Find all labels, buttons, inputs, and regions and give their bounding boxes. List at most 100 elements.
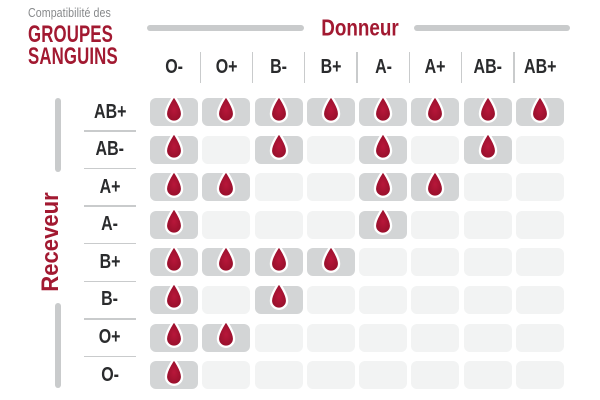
- cell-B+-from-A-: [359, 248, 408, 277]
- blood-drop-icon: [164, 131, 184, 160]
- donor-header-O-: O-: [150, 50, 201, 84]
- cell-O+-from-AB-: [463, 323, 512, 352]
- donor-header-A--label: A-: [374, 55, 392, 78]
- cell-AB--from-A+: [411, 135, 460, 164]
- receiver-label-A+: A+: [84, 173, 136, 207]
- receiver-label-AB+-label: AB+: [93, 100, 127, 123]
- receiver-label-A-: A-: [84, 211, 136, 245]
- donor-headers-row: O- O+ B- B+ A- A+ AB- AB+: [150, 50, 564, 84]
- blood-drop-icon: [478, 94, 498, 123]
- cell-O--from-A+: [411, 361, 460, 390]
- donor-axis-line-left: [147, 25, 304, 31]
- cell-B--from-B+: [306, 285, 355, 314]
- blood-drop-icon: [478, 131, 498, 160]
- cell-AB+-from-B+: [306, 94, 355, 126]
- cell-B+-from-O+: [202, 244, 251, 277]
- receiver-label-O+-label: O+: [99, 326, 121, 349]
- cell-A--from-B+: [306, 210, 355, 239]
- donor-header-B+: B+: [307, 50, 358, 84]
- blood-drop-icon: [373, 169, 393, 198]
- cell-B--from-O-: [150, 282, 198, 314]
- cell-A--from-AB+: [516, 210, 565, 239]
- cell-A+-from-B+: [306, 173, 355, 202]
- cell-AB--from-AB-: [463, 131, 512, 164]
- cell-O--from-O+: [202, 361, 251, 390]
- cell-AB+-from-A+: [411, 94, 460, 126]
- cell-B+-from-AB+: [516, 248, 565, 277]
- cell-AB+-from-AB+: [516, 94, 565, 126]
- receiver-label-B-: B-: [84, 286, 136, 320]
- donor-header-AB--label: AB-: [473, 55, 502, 78]
- cell-B+-from-O-: [150, 244, 198, 277]
- receiver-label-AB--label: AB-: [95, 138, 125, 161]
- blood-drop-icon: [217, 94, 236, 123]
- receiver-label-B+: B+: [84, 248, 136, 282]
- blood-drop-icon: [321, 244, 341, 273]
- cell-A--from-A-: [359, 206, 408, 239]
- blood-drop-icon: [164, 357, 184, 386]
- cell-B--from-B-: [254, 282, 303, 314]
- cell-A+-from-A+: [411, 169, 460, 202]
- title-eyebrow: Compatibilité des: [28, 6, 111, 20]
- cell-B+-from-B+: [306, 244, 355, 277]
- cell-A+-from-AB-: [463, 173, 512, 202]
- blood-drop-icon: [164, 94, 184, 123]
- cell-B+-from-AB-: [463, 248, 512, 277]
- title-line-sanguins: SANGUINS: [28, 42, 118, 70]
- blood-drop-icon: [426, 94, 445, 123]
- blood-drop-icon: [164, 282, 184, 311]
- blood-drop-icon: [164, 169, 184, 198]
- blood-drop-icon: [164, 244, 184, 273]
- cell-A--from-O-: [150, 206, 198, 239]
- blood-drop-icon: [426, 169, 445, 198]
- blood-drop-icon: [269, 131, 288, 160]
- cell-AB--from-B-: [254, 131, 303, 164]
- blood-drop-icon: [373, 94, 393, 123]
- cell-O--from-O-: [150, 357, 198, 390]
- receiver-label-A--label: A-: [101, 213, 119, 236]
- cell-AB--from-A-: [359, 131, 408, 164]
- cell-O--from-A-: [359, 361, 408, 390]
- donor-header-B--label: B-: [270, 55, 288, 78]
- cell-AB--from-AB+: [516, 135, 565, 164]
- donor-header-AB-: AB-: [464, 50, 515, 84]
- cell-A+-from-O+: [202, 169, 251, 202]
- title-line-groupes: GROUPES: [28, 20, 114, 48]
- donor-header-AB+: AB+: [516, 50, 564, 84]
- cell-AB+-from-O-: [150, 94, 198, 126]
- cell-B--from-A+: [411, 285, 460, 314]
- cell-AB+-from-A-: [359, 94, 408, 126]
- donor-header-O+: O+: [202, 50, 254, 84]
- cell-B--from-O+: [202, 285, 251, 314]
- blood-drop-icon: [164, 319, 184, 348]
- donor-header-O--label: O-: [165, 55, 183, 78]
- receiver-axis-line-bottom: [55, 303, 61, 388]
- receiver-label-B--label: B-: [101, 288, 119, 311]
- cell-AB+-from-B-: [254, 94, 303, 126]
- cell-O+-from-A-: [359, 323, 408, 352]
- cell-O--from-B+: [306, 361, 355, 390]
- cell-B--from-A-: [359, 285, 408, 314]
- receiver-label-A+-label: A+: [99, 175, 121, 198]
- blood-drop-icon: [373, 206, 393, 236]
- receiver-label-B+-label: B+: [99, 250, 121, 273]
- cell-A+-from-A-: [359, 169, 408, 202]
- cell-B--from-AB+: [516, 285, 565, 314]
- cell-O+-from-A+: [411, 323, 460, 352]
- blood-drop-icon: [269, 244, 288, 273]
- donor-header-AB+-label: AB+: [523, 55, 557, 78]
- cell-O+-from-O-: [150, 319, 198, 352]
- receiver-label-O--label: O-: [101, 363, 119, 386]
- cell-A--from-O+: [202, 210, 251, 239]
- page-title: Compatibilité des GROUPES SANGUINS: [28, 7, 156, 68]
- cell-AB--from-O+: [202, 135, 251, 164]
- cell-A--from-AB-: [463, 210, 512, 239]
- blood-drop-icon: [217, 169, 236, 198]
- donor-header-A+: A+: [411, 50, 463, 84]
- cell-AB--from-O-: [150, 131, 198, 164]
- cell-B+-from-A+: [411, 248, 460, 277]
- donor-axis-line-right: [414, 25, 570, 31]
- receiver-label-O-: O-: [84, 361, 136, 389]
- cell-A+-from-B-: [254, 173, 303, 202]
- blood-drop-icon: [373, 131, 393, 160]
